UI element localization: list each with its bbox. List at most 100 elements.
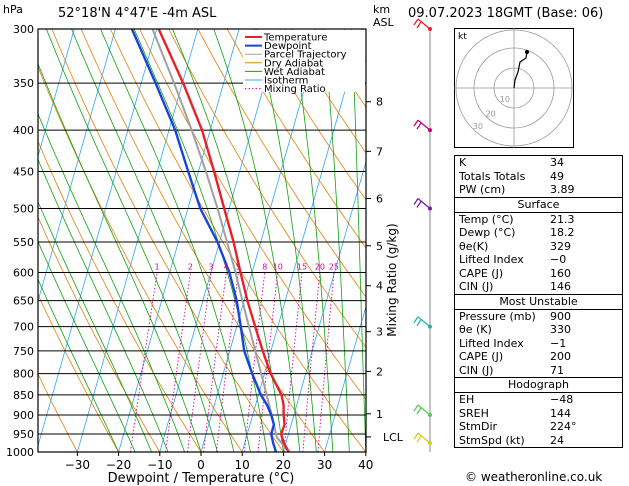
most-unstable-section: Most Unstable Pressure (mb) 900 θe (K) 330 L… <box>455 295 622 378</box>
wind-barb-flag <box>413 119 419 127</box>
hodograph-stat-value: 144 <box>550 406 571 420</box>
location-label: 52°18'N 4°47'E -4m ASL <box>58 6 217 21</box>
x-tick-label: 20 <box>276 458 291 472</box>
most-unstable-label: CIN (J) <box>459 363 494 377</box>
mixing-ratio-line <box>165 272 191 452</box>
mixing-ratio-label: 2 <box>188 263 193 272</box>
surface-row: Dewp (°C) 18.2 <box>455 226 622 240</box>
surface-value: −0 <box>550 253 567 266</box>
mixing-ratio-label: 15 <box>297 263 307 272</box>
x-tick-label: 10 <box>235 458 250 472</box>
km-tick-label: 3 <box>376 326 383 339</box>
wet-adiabat-line <box>323 29 350 452</box>
wind-barb-flag <box>416 21 422 29</box>
surface-label: Dewp (°C) <box>459 226 516 239</box>
datetime-label: 09.07.2023 18GMT (Base: 06) <box>408 6 604 21</box>
wind-barb-flag <box>416 407 422 415</box>
wind-barb <box>413 316 432 329</box>
index-value: 3.89 <box>550 183 575 196</box>
isotherm-line <box>38 29 116 303</box>
hodograph-ring-label: 30 <box>473 122 483 131</box>
stats-panel: K 34 Totals Totals 49 PW (cm) 3.89 Surface Te… <box>454 155 623 448</box>
pressure-tick-label: 450 <box>13 165 34 178</box>
hodograph-stat-value: −48 <box>550 393 574 406</box>
mixing-ratio-line <box>187 272 212 452</box>
pressure-tick-label: 950 <box>13 428 34 441</box>
dewpoint-profile <box>130 29 278 452</box>
most-unstable-label: CAPE (J) <box>459 350 504 363</box>
y-axis-title: Mixing Ratio (g/kg) <box>385 223 399 336</box>
axis-labels: 3003504004505005506006507007508008509009… <box>6 23 404 486</box>
surface-label: Lifted Index <box>459 253 524 266</box>
legend-label: Isotherm <box>264 76 308 87</box>
wind-barb <box>413 18 432 31</box>
pressure-tick-label: 750 <box>13 345 34 358</box>
dry-adiabat-line <box>197 29 366 298</box>
mixing-ratio-label: 3 <box>209 263 214 272</box>
surface-label: CAPE (J) <box>459 266 504 280</box>
asl-unit-label: ASL <box>373 16 394 29</box>
pressure-tick-label: 850 <box>13 389 34 402</box>
km-tick-label: 5 <box>376 240 383 253</box>
pressure-tick-label: 800 <box>13 368 34 381</box>
hodograph-stat-value: 224° <box>550 420 577 433</box>
wind-barb-dot <box>428 27 432 31</box>
legend-background <box>243 30 365 92</box>
hodograph-trace <box>513 51 528 89</box>
wind-barb-flag <box>413 316 419 324</box>
legend-label: Dewpoint <box>264 41 312 52</box>
wind-barb <box>413 432 432 446</box>
indices-section: K 34 Totals Totals 49 PW (cm) 3.89 <box>455 156 622 198</box>
index-label: PW (cm) <box>459 183 506 196</box>
wind-barb-dot <box>428 441 432 446</box>
dry-adiabat-line <box>110 29 366 452</box>
pressure-tick-label: 900 <box>13 409 34 422</box>
dry-adiabat-line <box>38 373 78 452</box>
mixing-ratio-line <box>283 272 303 452</box>
wind-barb-dot <box>428 128 432 133</box>
wind-barb-flag <box>413 432 419 440</box>
index-row: K 34 <box>455 156 622 170</box>
copyright-label: © weatheronline.co.uk <box>465 470 603 484</box>
index-row: PW (cm) 3.89 <box>455 183 622 197</box>
temperature-profile <box>157 29 290 452</box>
mixing-ratio-label: 5 <box>236 263 241 272</box>
wind-barb-flag <box>413 18 419 26</box>
wet-adiabat-line <box>45 29 218 452</box>
pressure-tick-label: 500 <box>13 202 34 215</box>
dry-adiabat-line <box>51 29 284 452</box>
mixing-ratio-label: 8 <box>262 263 267 272</box>
wind-barb-dot <box>428 324 432 329</box>
surface-value: 329 <box>550 239 571 253</box>
wind-barb-staff <box>417 119 431 131</box>
plot-frame <box>37 28 367 453</box>
wind-barb-dot <box>428 412 432 417</box>
surface-value: 160 <box>550 266 571 280</box>
x-tick-label: 0 <box>197 458 205 472</box>
most-unstable-row: Pressure (mb) 900 <box>455 310 622 324</box>
hodograph-end-dot <box>525 50 529 54</box>
index-label: Totals Totals <box>459 169 526 183</box>
isotherm-line <box>118 29 240 452</box>
mixing-ratio-label: 20 <box>315 263 325 272</box>
km-tick-label: 7 <box>376 145 383 158</box>
isotherm-line <box>38 29 158 448</box>
km-tick-label: 8 <box>376 96 383 109</box>
hodograph-unit-label: kt <box>458 32 467 42</box>
most-unstable-value: −1 <box>550 336 567 350</box>
dry-adiabat-line <box>255 29 366 201</box>
surface-row: Temp (°C) 21.3 <box>455 213 622 227</box>
isotherm-line <box>282 160 366 452</box>
hodograph-stat-label: EH <box>459 393 475 406</box>
hodograph-stat-label: StmSpd (kt) <box>459 433 525 447</box>
wind-barb <box>413 119 432 133</box>
mixing-ratio-line <box>215 272 239 452</box>
wind-barb-flag <box>413 198 419 205</box>
wet-adiabat-line <box>351 29 366 452</box>
dry-adiabat-line <box>285 29 366 154</box>
legend-label: Mixing Ratio <box>264 84 326 95</box>
mixing-ratio-line <box>129 272 158 452</box>
index-label: K <box>459 156 467 169</box>
